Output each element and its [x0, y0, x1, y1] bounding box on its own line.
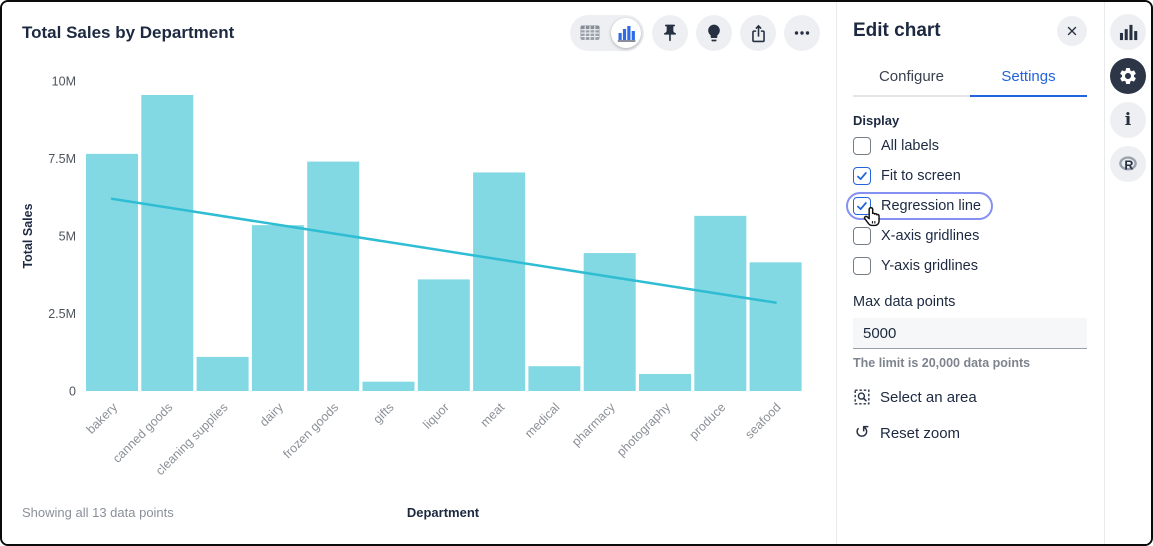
- share-icon: [751, 24, 765, 42]
- checkbox-row-fit-to-screen[interactable]: Fit to screen: [846, 162, 973, 190]
- select-area-action[interactable]: Select an area: [853, 388, 1087, 406]
- more-options-icon: [794, 31, 810, 35]
- pin-icon: [664, 24, 676, 42]
- checkbox-label: Fit to screen: [881, 168, 961, 184]
- x-axis-tick: pharmacy: [569, 400, 618, 449]
- bar-produce[interactable]: [694, 215, 747, 391]
- y-axis-tick: 7.5M: [48, 152, 76, 166]
- x-axis-tick: photography: [614, 400, 674, 460]
- rail-r-logo-button[interactable]: R: [1110, 146, 1146, 182]
- rail-chart-button[interactable]: [1110, 14, 1146, 50]
- panel-tabs: Configure Settings: [853, 60, 1087, 97]
- select-area-label: Select an area: [880, 388, 977, 406]
- checkbox-x-axis-gridlines[interactable]: [853, 227, 871, 245]
- y-axis-tick: 2.5M: [48, 307, 76, 321]
- max-data-points-helper: The limit is 20,000 data points: [853, 356, 1031, 370]
- reset-zoom-label: Reset zoom: [880, 424, 961, 442]
- chart-view-icon[interactable]: [611, 18, 641, 48]
- bar-frozen-goods[interactable]: [307, 161, 360, 391]
- bar-canned-goods[interactable]: [141, 94, 194, 391]
- bar-medical[interactable]: [528, 366, 581, 391]
- display-section-heading: Display: [853, 113, 900, 128]
- checkbox-regression-line[interactable]: [853, 197, 871, 215]
- checkbox-label: All labels: [881, 138, 940, 154]
- bar-gifts[interactable]: [362, 381, 415, 391]
- tab-configure[interactable]: Configure: [853, 60, 970, 97]
- x-axis-tick: liquor: [420, 400, 452, 432]
- x-axis-title: Department: [406, 505, 480, 520]
- rail-settings-button[interactable]: [1110, 58, 1146, 94]
- x-axis-tick: gifts: [371, 400, 397, 426]
- r-logo-icon: R: [1119, 156, 1137, 173]
- reset-zoom-action[interactable]: ↺ Reset zoom: [853, 424, 1087, 442]
- max-data-points-input[interactable]: [853, 318, 1087, 349]
- info-icon: i: [1124, 110, 1132, 130]
- more-options-button[interactable]: [784, 15, 820, 51]
- chart-title: Total Sales by Department: [22, 23, 235, 42]
- bar-bakery[interactable]: [86, 153, 138, 391]
- max-data-points-label: Max data points: [853, 294, 956, 310]
- checkbox-y-axis-gridlines[interactable]: [853, 257, 871, 275]
- chart-toolbar: [570, 15, 820, 51]
- right-rail: i R: [1105, 2, 1151, 544]
- checkbox-all-labels[interactable]: [853, 137, 871, 155]
- insights-button[interactable]: [696, 15, 732, 51]
- y-axis-title: Total Sales: [21, 203, 35, 268]
- y-axis-tick: 10M: [52, 75, 76, 89]
- reset-zoom-icon: ↺: [854, 422, 870, 443]
- svg-text:R: R: [1124, 159, 1133, 173]
- close-icon: [1067, 26, 1077, 36]
- close-panel-button[interactable]: [1057, 16, 1087, 46]
- bar-dairy[interactable]: [251, 225, 304, 391]
- panel-title: Edit chart: [853, 20, 941, 41]
- checkbox-row-x-axis-gridlines[interactable]: X-axis gridlines: [846, 222, 991, 250]
- y-axis-tick: 0: [69, 385, 76, 399]
- checkbox-row-y-axis-gridlines[interactable]: Y-axis gridlines: [846, 252, 990, 280]
- bar-liquor[interactable]: [417, 279, 470, 391]
- pin-button[interactable]: [652, 15, 688, 51]
- x-axis-tick: medical: [522, 400, 562, 440]
- bar-cleaning-supplies[interactable]: [196, 356, 249, 391]
- display-checkbox-list: All labels Fit to screen Regression line: [846, 132, 1087, 280]
- settings-gear-icon: [1120, 68, 1136, 84]
- checkbox-fit-to-screen[interactable]: [853, 167, 871, 185]
- checkbox-label: Regression line: [881, 198, 981, 214]
- lightbulb-icon: [708, 24, 720, 42]
- bar-seafood[interactable]: [749, 262, 802, 391]
- bar-chart-icon: [1119, 24, 1137, 41]
- x-axis-tick: frozen goods: [280, 400, 341, 461]
- x-axis-tick: produce: [687, 400, 729, 442]
- panel-divider: [836, 2, 837, 544]
- x-axis-tick: seafood: [742, 400, 783, 441]
- bar-photography[interactable]: [639, 373, 691, 391]
- select-area-icon: [853, 388, 871, 406]
- x-axis-tick: dairy: [257, 400, 287, 430]
- share-button[interactable]: [740, 15, 776, 51]
- chart-card: Total Sales by Department: [2, 2, 836, 544]
- checkbox-row-regression-line[interactable]: Regression line: [846, 192, 993, 227]
- checkbox-row-all-labels[interactable]: All labels: [846, 132, 951, 160]
- checkbox-label: Y-axis gridlines: [881, 258, 978, 274]
- regression-line: [110, 197, 777, 304]
- data-points-note: Showing all 13 data points: [22, 505, 174, 520]
- x-axis-tick: bakery: [84, 400, 121, 437]
- view-toggle[interactable]: [570, 15, 644, 51]
- y-axis-tick: 5M: [59, 230, 76, 244]
- tab-settings[interactable]: Settings: [970, 60, 1087, 97]
- table-view-icon[interactable]: [580, 25, 600, 46]
- checkbox-label: X-axis gridlines: [881, 228, 980, 244]
- rail-info-button[interactable]: i: [1110, 102, 1146, 138]
- rail-divider: [1104, 2, 1105, 544]
- x-axis-tick: meat: [478, 400, 508, 430]
- bar-meat[interactable]: [473, 172, 526, 391]
- edit-chart-panel: Edit chart Configure Settings Display Al…: [837, 2, 1104, 544]
